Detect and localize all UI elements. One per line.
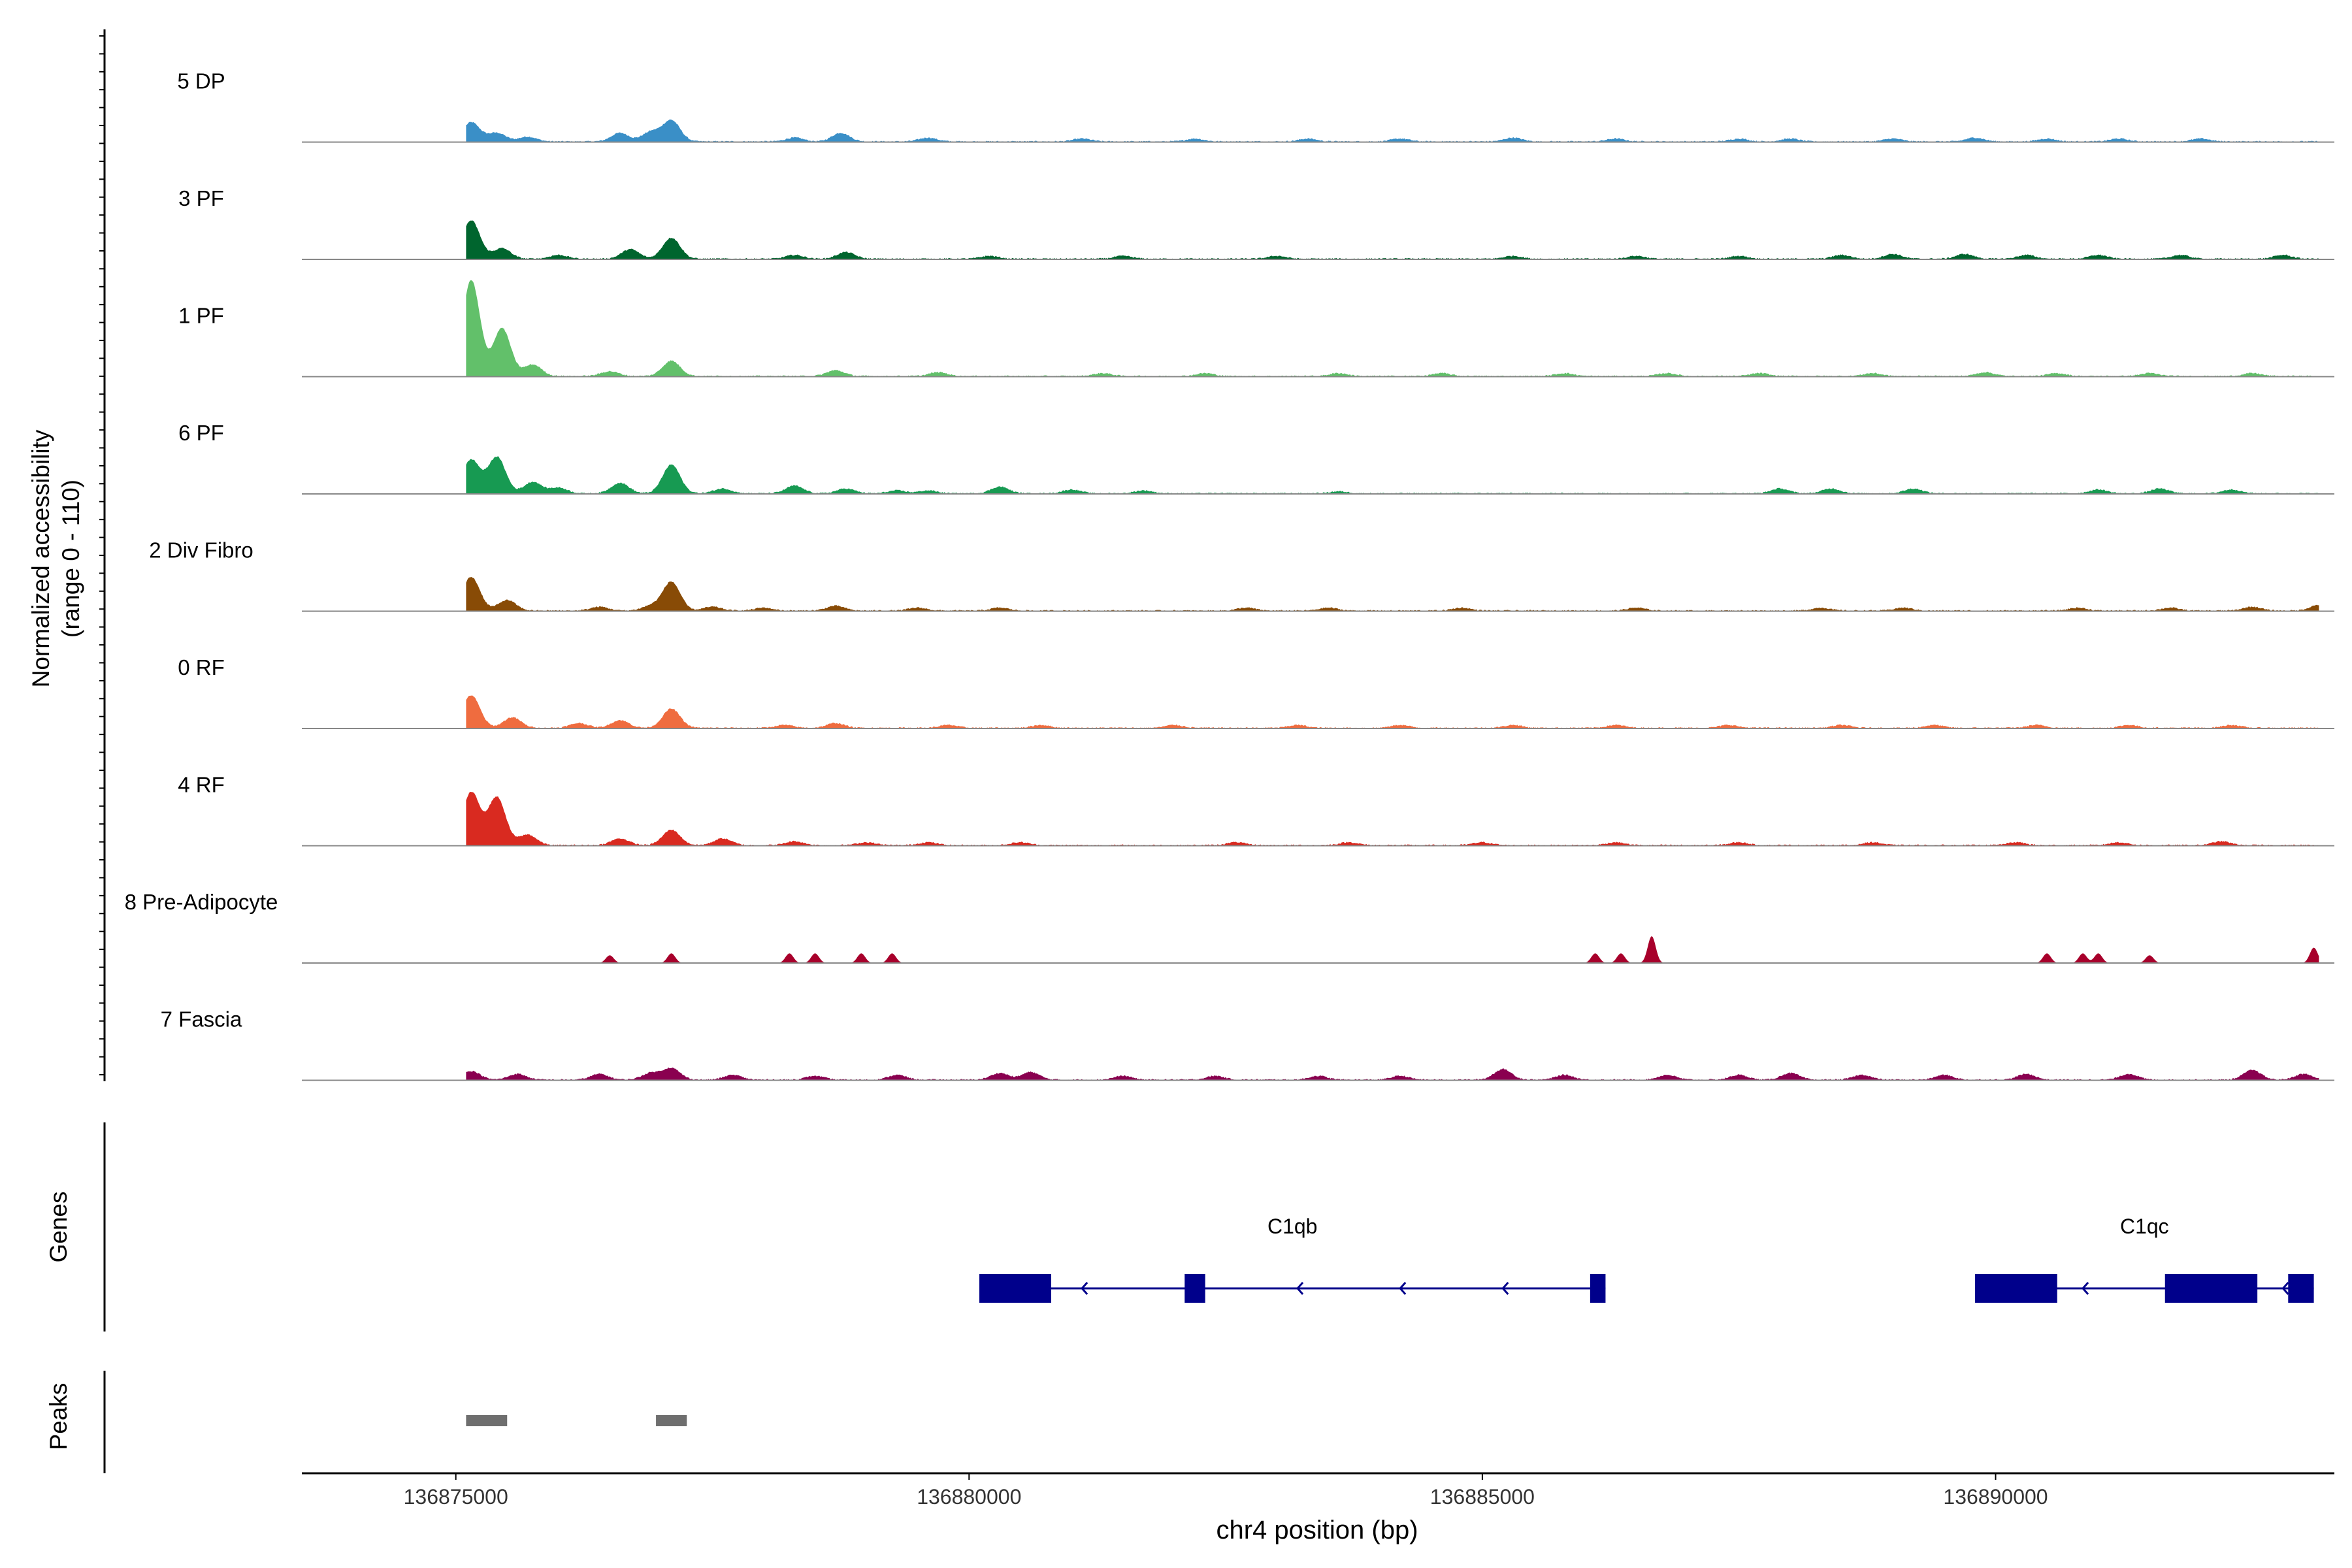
track-0: 5 DP bbox=[177, 69, 2334, 143]
track-label: 3 PF bbox=[178, 186, 224, 210]
x-tick-label: 136880000 bbox=[917, 1485, 1021, 1509]
gene-exon bbox=[1975, 1274, 2057, 1303]
track-label: 7 Fascia bbox=[161, 1007, 242, 1032]
strand-arrow bbox=[1296, 1282, 1304, 1295]
x-axis-title: chr4 position (bp) bbox=[1216, 1516, 1418, 1544]
strand-arrow bbox=[1081, 1282, 1088, 1295]
gene-exon bbox=[2164, 1274, 2258, 1303]
coverage-area bbox=[466, 695, 2319, 728]
track-label: 2 Div Fibro bbox=[149, 538, 253, 563]
track-label: 1 PF bbox=[178, 304, 224, 328]
track-3: 6 PF bbox=[178, 421, 2334, 495]
y-axis-range-label: (range 0 - 110) bbox=[57, 480, 84, 638]
track-4: 2 Div Fibro bbox=[149, 538, 2334, 612]
track-label: 4 RF bbox=[178, 773, 225, 797]
x-axis: 136875000 136880000 136885000 136890000 bbox=[302, 1472, 2334, 1509]
track-8: 7 Fascia bbox=[161, 1007, 2334, 1081]
y-axis-label: Normalized accessibility bbox=[27, 429, 54, 687]
gene-annotations: C1qb C1qc bbox=[103, 1122, 2314, 1331]
gene-exon bbox=[1590, 1274, 1606, 1303]
track-label: 8 Pre-Adipocyte bbox=[125, 890, 278, 914]
coverage-area bbox=[466, 119, 2319, 142]
genes-panel-title: Genes bbox=[45, 1191, 72, 1262]
peak-regions bbox=[103, 1371, 687, 1473]
y-axis bbox=[99, 29, 106, 1081]
gene-C1qb: C1qb bbox=[979, 1215, 1606, 1303]
coverage-tracks: 5 DP 3 PF 1 PF 6 PF 2 Div Fibro 0 RF 4 RF 8 Pre… bbox=[125, 69, 2334, 1081]
track-label: 5 DP bbox=[177, 69, 225, 93]
peak-region-bar bbox=[656, 1415, 687, 1426]
track-label: 0 RF bbox=[178, 655, 225, 679]
gene-C1qc: C1qc bbox=[1975, 1215, 2314, 1303]
track-7: 8 Pre-Adipocyte bbox=[125, 890, 2334, 964]
gene-name-label: C1qc bbox=[2120, 1215, 2169, 1238]
track-5: 0 RF bbox=[178, 655, 2334, 729]
gene-exon bbox=[979, 1274, 1051, 1303]
peak-region-bar bbox=[466, 1415, 508, 1426]
strand-arrow bbox=[2281, 1282, 2289, 1295]
gene-name-label: C1qb bbox=[1267, 1215, 1318, 1238]
strand-arrow bbox=[1399, 1282, 1407, 1295]
gene-exon bbox=[1184, 1274, 1205, 1303]
coverage-area bbox=[466, 576, 2319, 612]
track-label: 6 PF bbox=[178, 421, 224, 445]
strand-arrow bbox=[1501, 1282, 1509, 1295]
gene-exon bbox=[2288, 1274, 2314, 1303]
coverage-area bbox=[466, 1067, 2319, 1081]
track-2: 1 PF bbox=[178, 280, 2334, 378]
strand-arrow bbox=[2082, 1282, 2089, 1295]
peaks-panel-title: Peaks bbox=[45, 1383, 72, 1450]
x-tick-label: 136885000 bbox=[1430, 1485, 1535, 1509]
x-tick-label: 136890000 bbox=[1943, 1485, 2048, 1509]
track-6: 4 RF bbox=[178, 773, 2334, 847]
x-tick-label: 136875000 bbox=[404, 1485, 508, 1509]
track-1: 3 PF bbox=[178, 186, 2334, 260]
y-axis-title: Normalized accessibility (range 0 - 110) bbox=[27, 429, 84, 687]
